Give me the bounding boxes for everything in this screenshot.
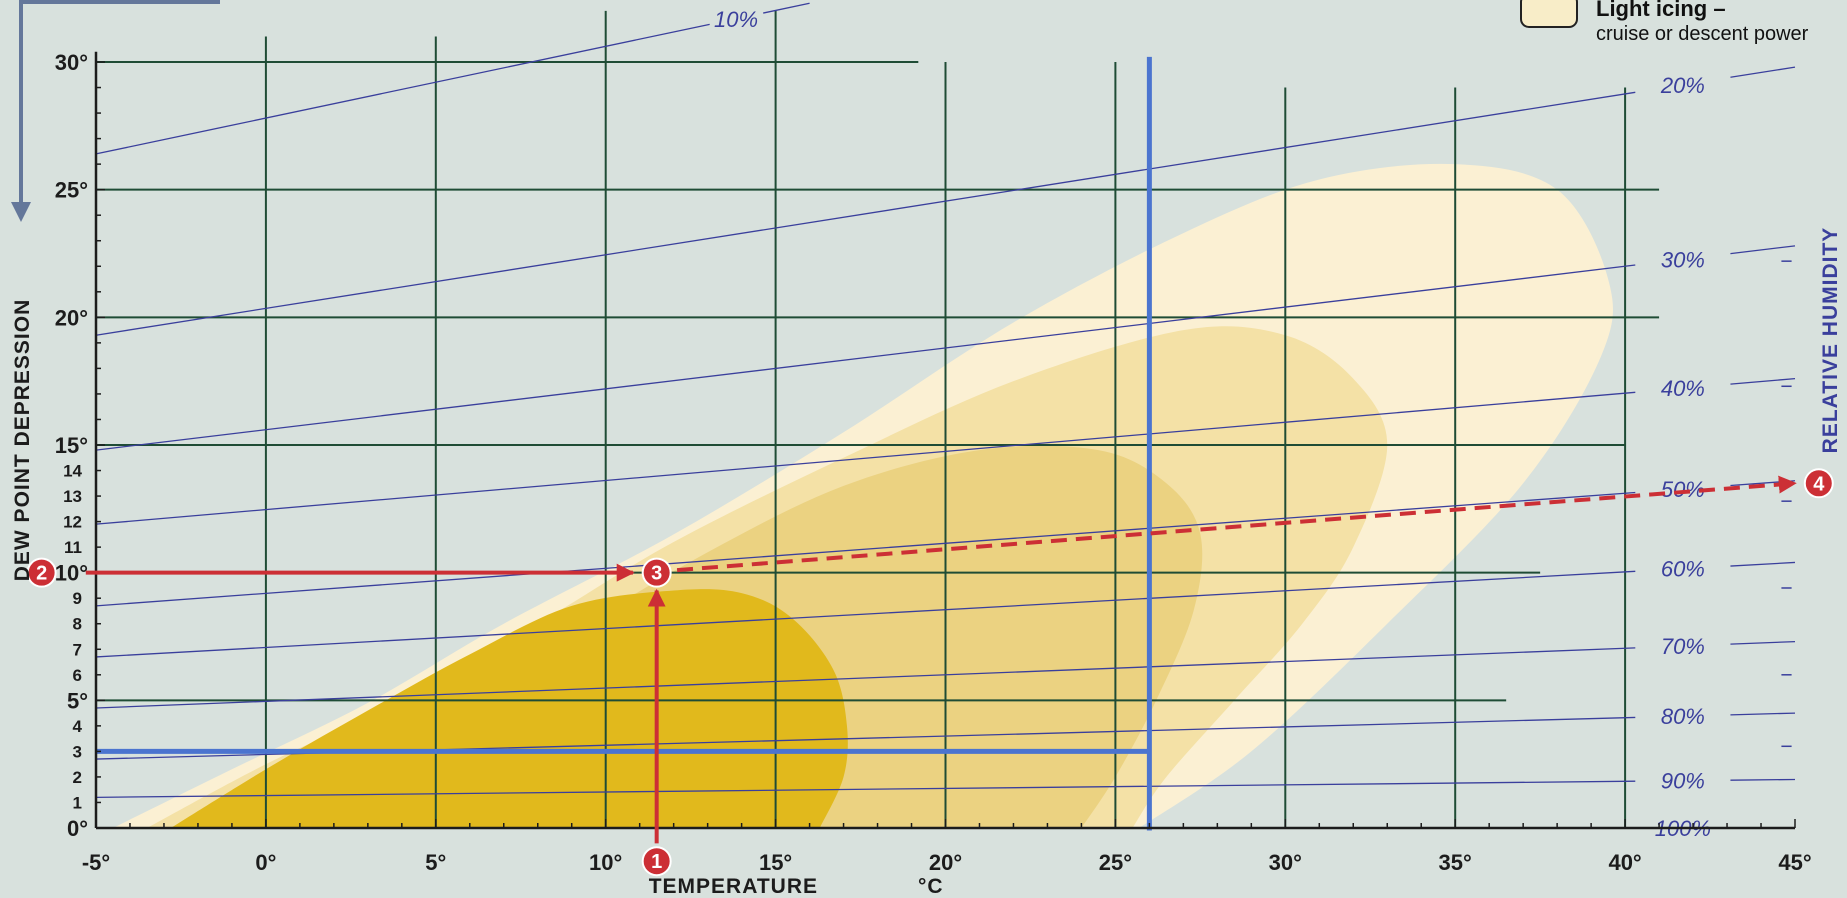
rh-line-9 bbox=[95, 780, 1636, 799]
y-minor-tick-label: 2 bbox=[73, 768, 82, 787]
step-marker-3 bbox=[641, 557, 672, 588]
legend-subtitle: cruise or descent power bbox=[1596, 23, 1809, 45]
y-tick-label: 0° bbox=[67, 816, 88, 841]
rh-line-1-tail bbox=[763, 2, 810, 14]
example-lines bbox=[96, 56, 1152, 831]
y-tick-label: 10° bbox=[55, 561, 88, 586]
icing-zone-4 bbox=[170, 589, 848, 828]
x-tick-label: 40° bbox=[1608, 850, 1641, 875]
y-minor-tick-label: 7 bbox=[73, 640, 82, 659]
x-tick-label: 25° bbox=[1099, 850, 1132, 875]
y-minor-tick-label: 12 bbox=[63, 513, 82, 532]
y-tick-label: 25° bbox=[55, 178, 88, 203]
y-minor-tick-label: 8 bbox=[73, 615, 82, 634]
rh-label-1: 10% bbox=[714, 7, 758, 32]
rh-line-9-tail bbox=[1730, 778, 1796, 781]
x-tick-label: -5° bbox=[82, 850, 110, 875]
x-tick-label: 5° bbox=[425, 850, 446, 875]
y-minor-tick-label: 11 bbox=[64, 538, 82, 557]
rh-line-4-tail bbox=[1730, 377, 1796, 385]
legend: Light icing – cruise or descent power bbox=[1520, 0, 1809, 45]
rh-line-6 bbox=[95, 570, 1636, 658]
legend-swatch bbox=[1520, 0, 1578, 28]
rh-label-9: 90% bbox=[1661, 769, 1705, 794]
y-minor-tick-label: 6 bbox=[73, 666, 82, 685]
x-tick-label: 10° bbox=[589, 850, 622, 875]
rh-line-3-tail bbox=[1730, 245, 1796, 255]
x-axis-title: TEMPERATURE bbox=[649, 875, 818, 898]
rh-line-7-tail bbox=[1730, 640, 1796, 645]
rh-line-7 bbox=[95, 647, 1636, 709]
y-minor-tick-label: 9 bbox=[73, 589, 82, 608]
step-marker-label-3: 3 bbox=[651, 563, 662, 585]
y-minor-tick-label: 14 bbox=[63, 462, 82, 481]
rh-label-7: 70% bbox=[1661, 634, 1705, 659]
relative-humidity-lines: 10%20%30%40%50%60%70%80%90%100% bbox=[95, 2, 1796, 841]
rh-line-2-tail bbox=[1730, 66, 1796, 78]
y-minor-tick-label: 1 bbox=[73, 793, 82, 812]
step-marker-2 bbox=[26, 557, 57, 588]
rh-label-5: 50% bbox=[1661, 477, 1705, 502]
rh-label-3: 30% bbox=[1661, 247, 1705, 272]
y-title-guide-arrow bbox=[11, 0, 220, 222]
y-minor-tick-label: 3 bbox=[73, 742, 82, 761]
step-markers: 12 34 bbox=[26, 468, 1834, 877]
x-tick-label: 20° bbox=[929, 850, 962, 875]
rh-line-4 bbox=[95, 391, 1636, 525]
step-marker-label-1: 1 bbox=[651, 851, 662, 873]
step-marker-4 bbox=[1803, 468, 1834, 499]
rh-line-5 bbox=[95, 491, 1636, 607]
rh-label-8: 80% bbox=[1661, 704, 1705, 729]
example-arrow-3 bbox=[676, 475, 1797, 573]
rh-line-6-tail bbox=[1730, 561, 1796, 567]
step-marker-label-4: 4 bbox=[1813, 473, 1825, 495]
rh-label-2: 20% bbox=[1660, 73, 1705, 98]
rh-line-2 bbox=[95, 91, 1636, 336]
right-axis-title: RELATIVE HUMIDITY bbox=[1819, 227, 1842, 454]
x-axis-unit: °C bbox=[918, 875, 944, 898]
y-tick-label: 30° bbox=[55, 50, 88, 75]
legend-title: Light icing – bbox=[1596, 0, 1726, 21]
rh-label-4: 40% bbox=[1661, 376, 1705, 401]
x-tick-label: 30° bbox=[1269, 850, 1302, 875]
rh-label-6: 60% bbox=[1661, 557, 1705, 582]
y-tick-label: 20° bbox=[55, 305, 88, 330]
rh-line-1 bbox=[95, 23, 710, 155]
y-minor-tick-label: 13 bbox=[63, 487, 82, 506]
example-arrows bbox=[85, 475, 1797, 844]
step-marker-1 bbox=[641, 846, 672, 877]
x-tick-label: 35° bbox=[1439, 850, 1472, 875]
x-tick-label: 45° bbox=[1778, 850, 1811, 875]
rh-line-3 bbox=[95, 264, 1636, 451]
x-tick-label: 15° bbox=[759, 850, 792, 875]
x-tick-label: 0° bbox=[255, 850, 276, 875]
grid bbox=[96, 10, 1660, 828]
y-tick-label: 15° bbox=[55, 433, 88, 458]
axes: -5° 0° 5° 10° 15° 20° 25° 30° 35° 40° 45°0°5°10°15… bbox=[11, 0, 1812, 875]
y-axis-title: DEW POINT DEPRESSION bbox=[11, 299, 34, 582]
step-marker-label-2: 2 bbox=[36, 563, 47, 585]
icing-zones bbox=[112, 163, 1613, 829]
y-tick-label: 5° bbox=[67, 688, 88, 713]
y-minor-tick-label: 4 bbox=[73, 717, 83, 736]
rh-line-8-tail bbox=[1730, 712, 1796, 716]
